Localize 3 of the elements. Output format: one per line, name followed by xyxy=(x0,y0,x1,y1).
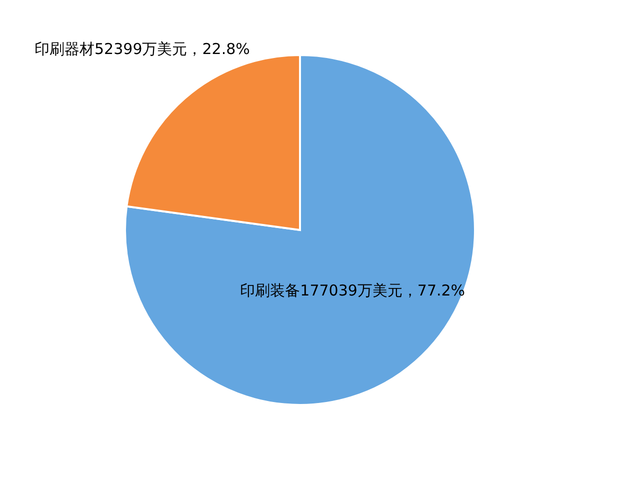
slice-label: 印刷器材52399万美元，22.8% xyxy=(34,40,250,58)
slice-label: 印刷装备177039万美元，77.2% xyxy=(240,281,466,300)
pie-slice xyxy=(124,54,476,406)
